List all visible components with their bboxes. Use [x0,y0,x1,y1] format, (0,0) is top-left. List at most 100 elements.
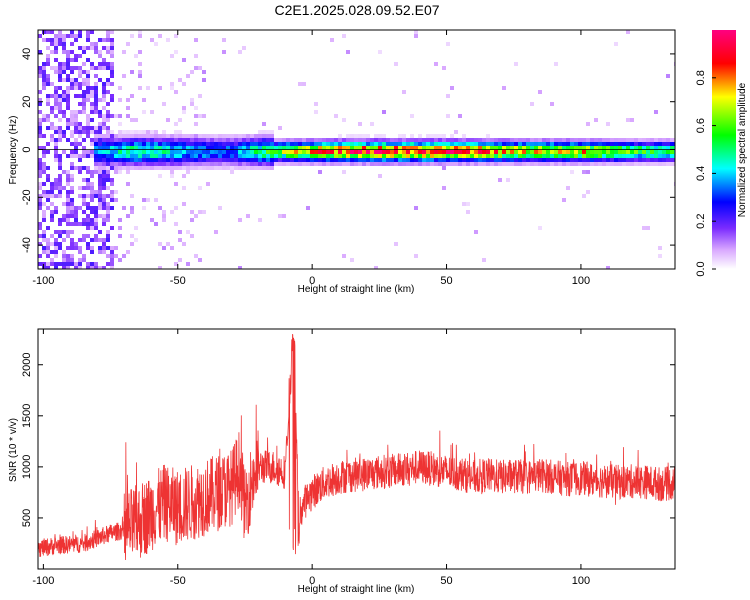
heatmap-cell-1426 [394,150,398,154]
heatmap-cell-292 [70,210,74,214]
heatmap-cell-400 [86,74,90,78]
heatmap-cell-1244 [306,154,310,158]
heatmap-cell-1450 [406,146,410,150]
heatmap-cell-455 [90,194,94,198]
heatmap-cell-822 [154,154,158,158]
heatmap-cell-1100 [242,134,246,138]
heatmap-cell-1851 [606,154,610,158]
heatmap-cell-794 [146,142,150,146]
heatmap-cell-760 [138,34,142,38]
heatmap-cell-1216 [290,162,294,166]
heatmap-cell-177 [58,134,62,138]
heatmap-cell-485 [94,146,98,150]
heatmap-cell-320 [74,150,78,154]
heatmap-cell-1707 [534,138,538,142]
heatmap-cell-335 [78,54,82,58]
heatmap-cell-574 [102,214,106,218]
heatmap-cell-602 [106,150,110,154]
heatmap-cell-933 [182,186,186,190]
heatmap-cell-182 [58,166,62,170]
heatmap-cell-112 [50,194,54,198]
heatmap-cell-1301 [334,162,338,166]
heatmap-cell-736 [130,154,134,158]
heatmap-cell-1271 [318,170,322,174]
heatmap-cell-697 [122,134,126,138]
heatmap-cell-1383 [374,146,378,150]
heatmap-cell-457 [90,206,94,210]
heatmap-cell-827 [154,222,158,226]
heatmap-cell-279 [70,134,74,138]
heatmap-cell-340 [78,86,82,90]
heatmap-cell-772 [138,154,142,158]
heatmap-cell-1384 [374,150,378,154]
heatmap-cell-884 [170,210,174,214]
heatmap-cell-1561 [458,114,462,118]
heatmap-cell-1310 [342,34,346,38]
heatmap-cell-453 [90,186,94,190]
heatmap-cell-1820 [590,150,594,154]
heatmap-cell-319 [74,146,78,150]
heatmap-cell-273 [70,86,74,90]
heatmap-cell-1705 [530,158,534,162]
heatmap-cell-1226 [298,142,302,146]
heatmap-cell-310 [74,94,78,98]
heatmap-cell-326 [74,218,78,222]
heatmap-cell-593 [106,110,110,114]
heatmap-cell-1338 [350,258,354,262]
heatmap-cell-501 [94,238,98,242]
heatmap-cell-294 [70,222,74,226]
heatmap-cell-880 [170,162,174,166]
heatmap-cell-606 [106,166,110,170]
heatmap-cell-1015 [206,158,210,162]
heatmap-cell-1487 [422,154,426,158]
heatmap-cell-1372 [370,122,374,126]
heatmap-cell-3 [38,70,42,74]
heatmap-cell-1323 [346,138,350,142]
heatmap-cell-1116 [246,162,250,166]
heatmap-cell-870 [170,54,174,58]
heatmap-cell-161 [58,38,62,42]
heatmap-cell-770 [138,146,142,150]
heatmap-cell-829 [158,86,162,90]
heatmap-cell-693 [118,258,122,262]
heatmap-cell-1695 [526,150,530,154]
heatmap-cell-754 [134,158,138,162]
heatmap-cell-507 [98,62,102,66]
heatmap-cell-230 [66,66,70,70]
heatmap-cell-213 [62,170,66,174]
heatmap-cell-1060 [226,138,230,142]
heatmap-cell-1573 [462,150,466,154]
heatmap-cell-346 [78,130,82,134]
heatmap-cell-1404 [382,150,386,154]
heatmap-cell-782 [142,146,146,150]
heatmap-cell-1464 [414,30,418,34]
heatmap-cell-1712 [534,158,538,162]
heatmap-cell-1869 [614,162,618,166]
heatmap-cell-1622 [486,154,490,158]
heatmap-cell-1604 [478,146,482,150]
heatmap-cell-865 [166,154,170,158]
heatmap-cell-815 [154,42,158,46]
heatmap-cell-1503 [430,154,434,158]
heatmap-cell-364 [82,50,86,54]
heatmap-cell-1031 [214,146,218,150]
heatmap-cell-1360 [362,150,366,154]
heatmap-cell-1972 [670,146,674,150]
heatmap-cell-1082 [234,150,238,154]
heatmap-cell-20 [38,182,42,186]
heatmap-cell-396 [86,38,90,42]
heatmap-cell-1881 [622,154,626,158]
heatmap-cell-1376 [370,150,374,154]
heatmap-cell-1778 [570,146,574,150]
heatmap-cell-1818 [590,142,594,146]
heatmap-cell-1617 [486,134,490,138]
heatmap-cell-215 [62,202,66,206]
heatmap-cell-1198 [282,150,286,154]
heatmap-cell-1025 [210,158,214,162]
heatmap-cell-104 [50,110,54,114]
heatmap-cell-680 [118,134,122,138]
heatmap-cell-678 [118,122,122,126]
heatmap-cell-1608 [478,162,482,166]
heatmap-cell-275 [70,114,74,118]
heatmap-cell-853 [162,166,166,170]
